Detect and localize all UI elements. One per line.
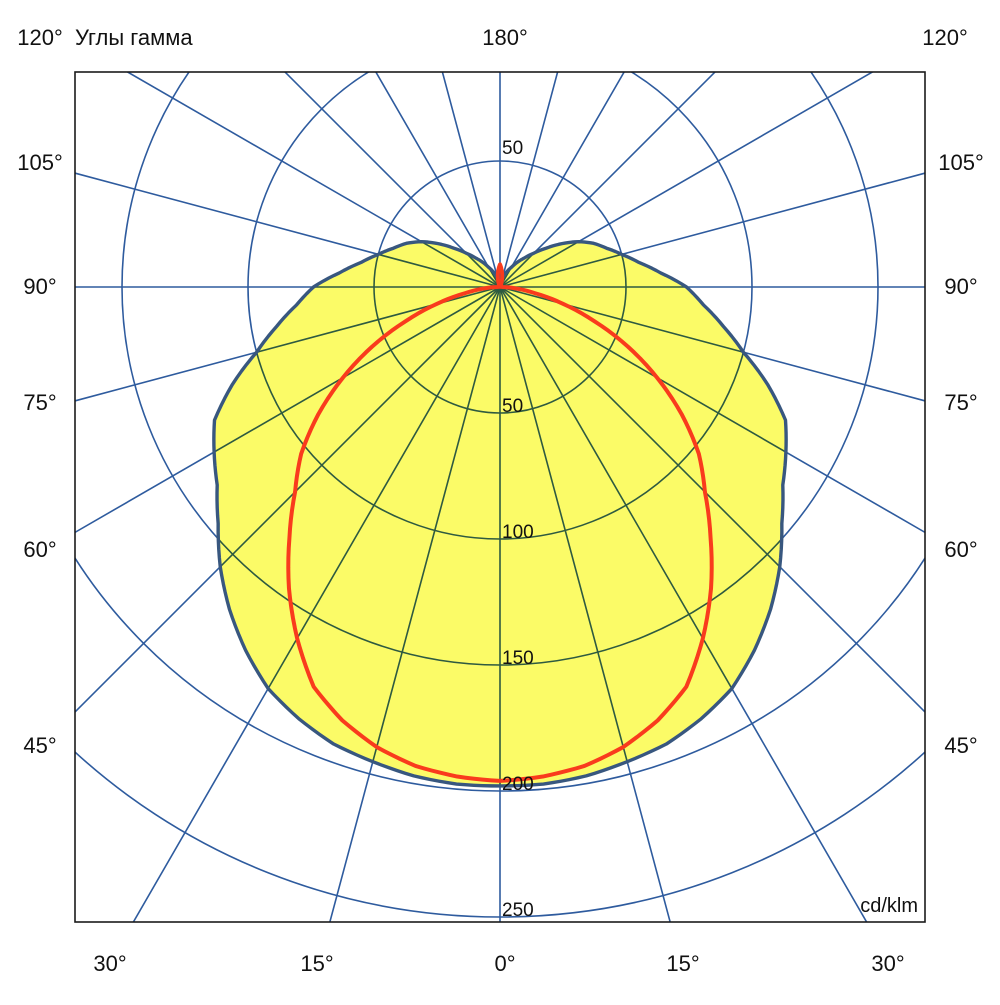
angle-label-90-left: 90° (23, 274, 56, 299)
grid-radial-line (499, 72, 717, 288)
grid-radial-line (283, 72, 501, 288)
grid-radial-line (499, 72, 626, 288)
angle-label-105-right: 105° (938, 150, 984, 175)
plot-border (74, 71, 926, 923)
angle-label-60-right: 60° (944, 537, 977, 562)
radius-tick-label: 50 (502, 396, 523, 417)
ldc-fill-c0-c180 (213, 241, 787, 786)
angle-label-bottom-15: 15° (666, 951, 699, 976)
angle-label-bottom-0: 0° (494, 951, 515, 976)
grid-radial-line (499, 172, 925, 288)
ldc-curve-c90-c270 (286, 262, 714, 783)
chart-title: Углы гамма (75, 25, 193, 50)
grid-radial-line (75, 172, 501, 288)
grid-radial-line (499, 72, 874, 288)
grid-radial-line (499, 72, 559, 288)
angle-label-120-left: 120° (17, 25, 63, 50)
grid-radial-line (374, 72, 501, 288)
angle-label-120-right: 120° (922, 25, 968, 50)
angle-label-bottom-30: 30° (871, 951, 904, 976)
units-label: cd/klm (860, 895, 918, 917)
ldc-curve-c0-c180 (212, 239, 788, 788)
angle-label-bottom--15: 15° (300, 951, 333, 976)
angle-label-bottom--30: 30° (93, 951, 126, 976)
radius-tick-label: 200 (502, 774, 534, 795)
radius-tick-label: 100 (502, 522, 534, 543)
angle-label-45-right: 45° (944, 733, 977, 758)
angle-label-90-right: 90° (944, 274, 977, 299)
angle-label-180: 180° (482, 25, 528, 50)
angle-label-45-left: 45° (23, 733, 56, 758)
grid-radial-line (441, 72, 501, 288)
angle-label-75-right: 75° (944, 390, 977, 415)
radius-tick-label: 250 (502, 900, 534, 921)
angle-label-60-left: 60° (23, 537, 56, 562)
radius-tick-label: 50 (502, 138, 523, 159)
grid-radial-line (126, 72, 501, 288)
radius-tick-label: 150 (502, 648, 534, 669)
angle-label-105-left: 105° (17, 150, 63, 175)
angle-label-75-left: 75° (23, 390, 56, 415)
